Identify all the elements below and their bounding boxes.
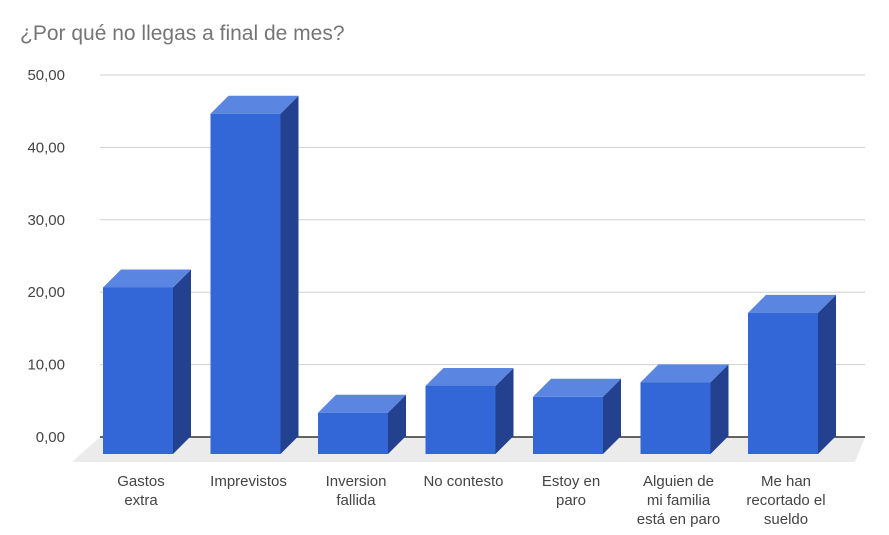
x-tick-label: Estoy en paro (542, 473, 600, 509)
bar-front (533, 396, 603, 454)
bar-top (318, 394, 406, 413)
x-tick-label-line: sueldo (764, 511, 808, 528)
y-tick-label: 0,00 (36, 429, 65, 446)
bar-side (495, 367, 514, 454)
x-tick-label: Alguien de mi familia está en paro (637, 473, 720, 528)
bar (210, 95, 299, 454)
bar-side (173, 269, 191, 454)
bar-top (748, 294, 836, 313)
bar (640, 364, 729, 454)
chart-title: ¿Por qué no llegas a final de mes? (20, 22, 345, 45)
y-tick-label: 20,00 (27, 284, 65, 301)
x-tick-label: Gastos extra (117, 473, 165, 509)
bar-side (710, 364, 729, 454)
bar-side (388, 394, 406, 454)
bar-top (103, 269, 191, 288)
bar (533, 378, 621, 454)
x-tick-label: Imprevistos (210, 473, 287, 490)
bar-front (103, 287, 173, 454)
bar-front (210, 113, 281, 454)
bar-top (533, 378, 621, 397)
y-tick-label: 10,00 (27, 357, 65, 374)
bar-top (640, 364, 729, 383)
bar-front (640, 382, 711, 454)
x-tick-label-line: Gastos (117, 473, 165, 490)
x-tick-label-line: recortado el (746, 492, 825, 509)
bar-top (425, 367, 514, 386)
y-tick-label: 50,00 (27, 67, 65, 84)
x-tick-label: No contesto (423, 473, 503, 490)
bar (748, 294, 836, 454)
x-tick-label-line: Inversion (326, 473, 387, 490)
x-tick-label-line: Alguien de (643, 473, 714, 490)
x-tick-label-line: Me han (761, 473, 811, 490)
x-tick-label-line: fallida (336, 492, 376, 509)
bar (318, 394, 406, 454)
x-tick-label-line: No contesto (423, 473, 503, 490)
x-tick-label-line: paro (556, 492, 586, 509)
bar (425, 367, 514, 454)
y-tick-label: 40,00 (27, 139, 65, 156)
bar-front (748, 312, 818, 454)
bar-front (318, 412, 388, 454)
bar (103, 269, 191, 454)
x-tick-label-line: extra (124, 492, 158, 509)
bar-front (425, 385, 496, 454)
bar-side (603, 378, 621, 454)
bar-side (280, 95, 299, 454)
x-tick-label: Inversion fallida (326, 473, 387, 509)
y-tick-label: 30,00 (27, 212, 65, 229)
x-tick-label-line: mi familia (647, 492, 711, 509)
x-tick-label-line: Estoy en (542, 473, 600, 490)
bar-top (210, 95, 299, 114)
x-tick-label: Me han recortado el sueldo (746, 473, 825, 528)
x-tick-label-line: Imprevistos (210, 473, 287, 490)
x-tick-label-line: está en paro (637, 511, 720, 528)
bar-side (818, 294, 836, 454)
